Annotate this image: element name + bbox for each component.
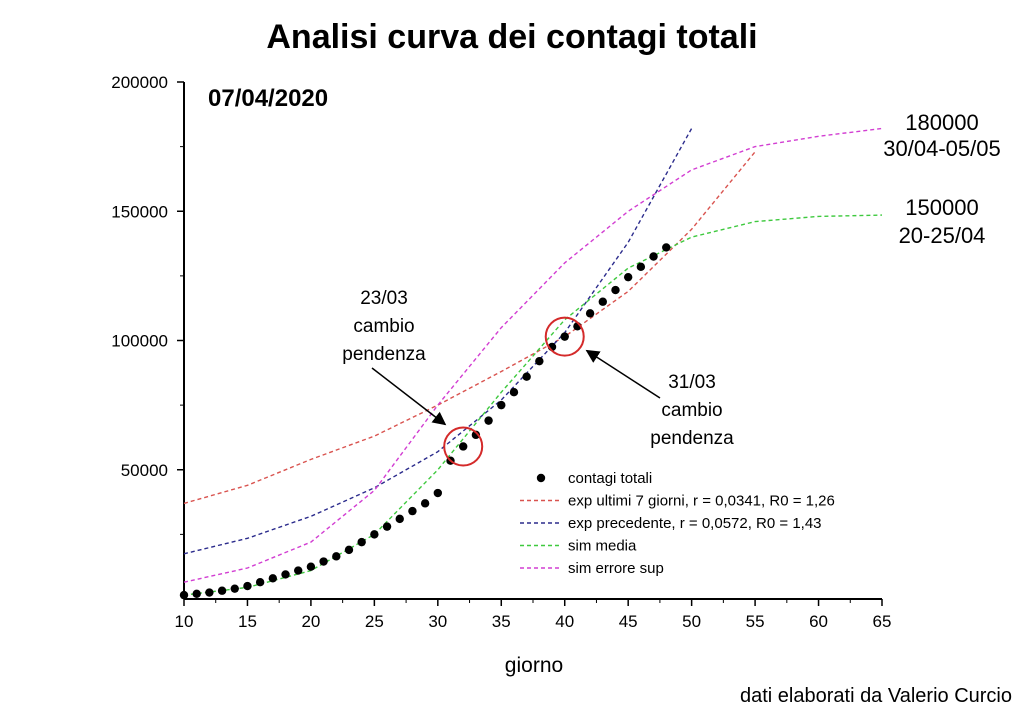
data-point	[509, 388, 519, 397]
data-point	[205, 588, 214, 597]
legend-swatch-0	[536, 473, 546, 483]
data-point	[382, 522, 392, 531]
data-point	[268, 574, 278, 583]
data-point	[294, 566, 303, 575]
data-point	[560, 332, 569, 341]
annotation-2: 31/03 cambio pendenza	[650, 372, 734, 449]
x-tick-label: 20	[301, 612, 320, 631]
x-tick-label: 10	[175, 612, 194, 631]
data-point	[420, 499, 430, 508]
legend-label-1: exp ultimi 7 giorni, r = 0,0341, R0 = 1,…	[568, 493, 835, 510]
data-point	[649, 252, 658, 261]
credit: dati elaborati da Valerio Curcio	[740, 685, 1012, 707]
slope-change-circle-1	[443, 426, 484, 467]
annotation-1: 23/03 cambio pendenza	[342, 288, 426, 365]
legend: contagi totali exp ultimi 7 giorni, r = 0…	[520, 470, 835, 577]
annotation-2-arrow	[585, 349, 661, 399]
y-tick-label: 200000	[111, 73, 168, 92]
data-point	[585, 309, 595, 318]
annotation-2-line-1: 31/03	[668, 372, 716, 393]
series-lines	[183, 127, 883, 596]
data-point	[243, 581, 252, 591]
data-point	[370, 530, 379, 539]
data-point	[306, 562, 316, 571]
data-point	[471, 430, 481, 440]
data-point	[344, 545, 354, 555]
data-point	[319, 557, 328, 566]
slope-change-circle-2	[544, 316, 585, 357]
annotation-2-line-2: cambio	[661, 400, 722, 421]
chart-date: 07/04/2020	[208, 85, 328, 112]
x-tick-label: 35	[492, 612, 511, 631]
axes: 10 15 20 25 30 35 40 45 50 55 60 65 50000 100000 15000…	[111, 73, 891, 631]
data-point	[217, 586, 227, 595]
series-line-2	[183, 128, 693, 555]
data-point	[623, 272, 633, 282]
data-point	[332, 552, 341, 561]
x-axis-label: giorno	[505, 654, 563, 677]
y-tick-label: 150000	[111, 202, 168, 221]
chart-title: Analisi curva dei contagi totali	[266, 18, 757, 56]
projection-lower-value: 150000	[905, 195, 978, 220]
y-tick-label: 50000	[121, 461, 168, 480]
projection-upper-value: 180000	[905, 110, 978, 135]
data-point	[484, 416, 493, 425]
data-points	[179, 243, 671, 600]
legend-label-2: exp precedente, r = 0,0572, R0 = 1,43	[568, 515, 822, 532]
x-tick-label: 15	[238, 612, 257, 631]
data-point	[611, 285, 620, 295]
series-line-1	[183, 151, 756, 505]
data-point	[395, 514, 404, 524]
x-tick-label: 45	[619, 612, 638, 631]
x-tick-label: 25	[365, 612, 384, 631]
data-point	[636, 262, 646, 272]
annotation-1-arrow	[371, 367, 447, 426]
legend-label-4: sim errore sup	[568, 560, 664, 577]
x-tick-label: 50	[682, 612, 701, 631]
annotation-1-line-1: 23/03	[360, 288, 408, 309]
projection-upper: 180000 30/04-05/05	[883, 110, 1000, 161]
series-line-4	[183, 127, 883, 583]
x-tick-label: 55	[746, 612, 765, 631]
projection-lower-dates: 20-25/04	[899, 223, 986, 248]
data-point	[179, 590, 189, 600]
annotation-2-line-3: pendenza	[650, 428, 734, 449]
x-tick-label: 30	[428, 612, 447, 631]
projection-lower: 150000 20-25/04	[899, 195, 986, 248]
data-point	[281, 570, 290, 579]
data-point	[192, 589, 201, 599]
data-point	[662, 243, 671, 252]
data-point	[497, 400, 506, 410]
data-point	[535, 356, 544, 366]
legend-label-3: sim media	[568, 538, 637, 555]
data-point	[255, 577, 265, 587]
data-point	[408, 506, 417, 516]
projection-upper-dates: 30/04-05/05	[883, 136, 1000, 161]
legend-label-0: contagi totali	[568, 470, 652, 487]
x-tick-label: 65	[873, 612, 892, 631]
data-point	[522, 372, 531, 381]
data-point	[598, 297, 607, 306]
annotation-1-line-2: cambio	[353, 316, 414, 337]
markers	[371, 316, 661, 467]
annotation-1-line-3: pendenza	[342, 344, 426, 365]
y-tick-label: 100000	[111, 332, 168, 351]
data-point	[357, 537, 366, 547]
x-tick-label: 60	[809, 612, 828, 631]
x-tick-label: 40	[555, 612, 574, 631]
data-point	[433, 488, 443, 498]
data-point	[230, 584, 239, 593]
data-point	[459, 442, 468, 451]
series-line-3	[183, 214, 883, 596]
